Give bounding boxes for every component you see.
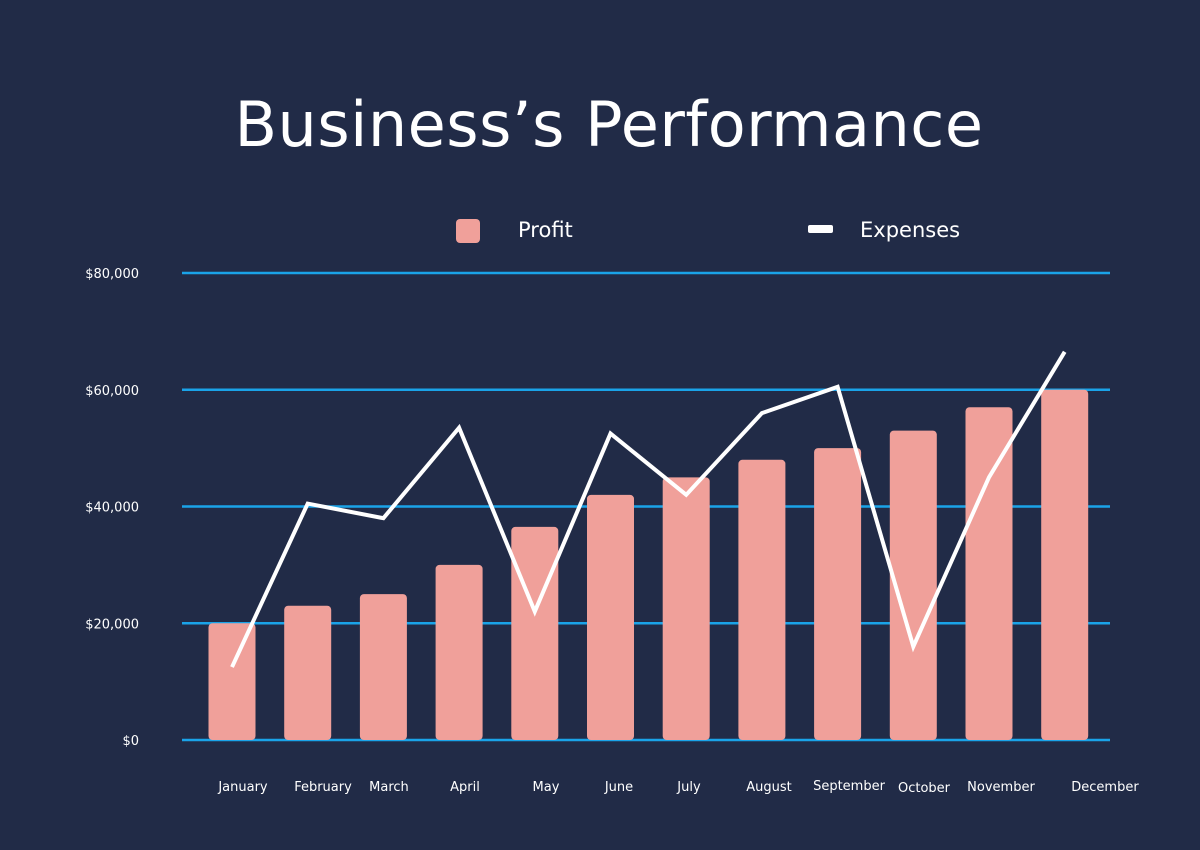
y-axis-ticks: $0 $20,000 $40,000 $60,000 $80,000	[85, 267, 139, 749]
x-tick-label: July	[676, 780, 701, 795]
x-tick-label: January	[217, 780, 268, 795]
bar-profit	[284, 605, 332, 740]
bar-profit	[511, 526, 559, 740]
x-tick-label: April	[450, 780, 480, 795]
bar-profit	[738, 459, 786, 740]
x-tick-label: December	[1071, 780, 1139, 795]
legend-label-profit: Profit	[518, 218, 573, 242]
y-tick-label: $80,000	[85, 267, 139, 282]
y-tick-label: $0	[122, 734, 139, 749]
expenses-line	[230, 350, 1067, 668]
x-tick-label: September	[813, 779, 886, 794]
x-tick-label: August	[746, 780, 792, 795]
expenses-line-group	[230, 350, 1067, 668]
gridlines	[182, 271, 1110, 742]
bar-profit	[359, 594, 407, 740]
legend: Profit Expenses	[456, 218, 960, 243]
x-tick-label: October	[898, 781, 951, 796]
x-tick-label: June	[604, 780, 633, 795]
y-tick-label: $20,000	[85, 617, 139, 632]
bar-profit	[662, 477, 710, 740]
x-axis-ticks: January February March April May June July Augu…	[217, 779, 1139, 796]
x-tick-label: May	[533, 780, 560, 795]
bar-profit	[435, 564, 483, 740]
bar-profit	[1041, 389, 1089, 740]
legend-swatch-expenses	[808, 225, 833, 233]
bar-profit	[208, 623, 256, 740]
bar-profit	[814, 448, 862, 740]
profit-bars	[208, 389, 1089, 740]
bar-profit	[587, 494, 634, 740]
x-tick-label: November	[967, 780, 1035, 795]
y-tick-label: $60,000	[85, 384, 139, 399]
bar-profit	[965, 407, 1013, 740]
chart-title: Business’s Performance	[234, 88, 984, 161]
bar-profit	[889, 430, 937, 740]
x-tick-label: February	[294, 780, 352, 795]
legend-label-expenses: Expenses	[860, 218, 960, 242]
x-tick-label: March	[369, 780, 409, 795]
legend-swatch-profit	[456, 219, 480, 243]
y-tick-label: $40,000	[85, 501, 139, 516]
